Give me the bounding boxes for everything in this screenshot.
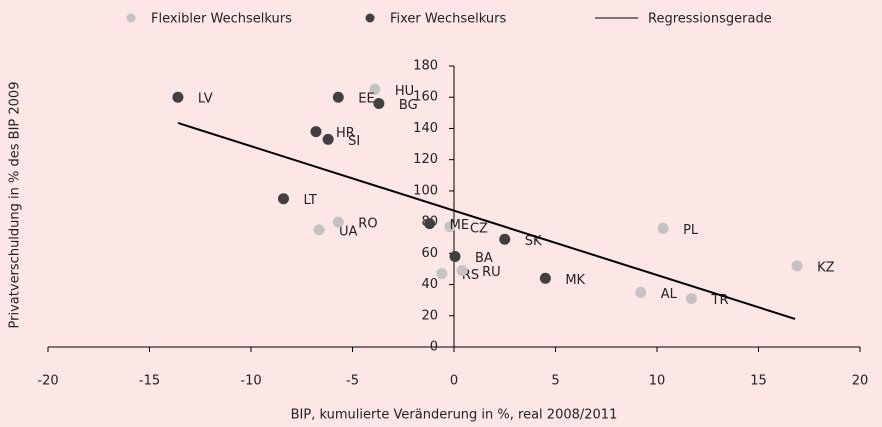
legend-label: Fixer Wechselkurs xyxy=(390,12,506,27)
legend-label: Regressionsgerade xyxy=(648,12,772,27)
point xyxy=(310,126,322,138)
legend-marker xyxy=(365,13,375,23)
point-label: BG xyxy=(399,98,418,113)
point xyxy=(456,265,468,277)
point-label: LV xyxy=(198,92,213,107)
x-tick-label: 0 xyxy=(450,374,458,389)
x-tick-label: -15 xyxy=(139,374,160,389)
point-label: UA xyxy=(339,224,358,239)
x-tick-label: 10 xyxy=(649,374,666,389)
x-tick-label: -10 xyxy=(240,374,261,389)
point-label: LT xyxy=(303,193,316,208)
y-tick-label: 140 xyxy=(413,121,438,136)
regression-line xyxy=(177,122,796,320)
point-label: PL xyxy=(683,223,699,238)
point xyxy=(791,260,803,272)
point xyxy=(172,91,184,103)
point-label: BA xyxy=(475,251,493,266)
x-tick-label: -5 xyxy=(346,374,359,389)
point-label: SI xyxy=(348,134,360,149)
x-tick-label: 20 xyxy=(852,374,869,389)
point xyxy=(499,233,511,245)
point-label: HU xyxy=(395,84,414,99)
y-tick-label: 180 xyxy=(413,59,438,74)
point-label: AL xyxy=(661,287,678,302)
y-tick-label: 0 xyxy=(430,340,438,355)
x-tick-label: -20 xyxy=(37,374,58,389)
legend-label: Flexibler Wechselkurs xyxy=(151,12,292,27)
x-axis-title: BIP, kumulierte Veränderung in %, real 2… xyxy=(291,408,618,423)
point xyxy=(657,222,669,234)
point xyxy=(444,221,456,233)
point xyxy=(322,133,334,145)
point-label: MK xyxy=(565,273,585,288)
point xyxy=(424,218,436,230)
y-tick-label: 20 xyxy=(421,308,438,323)
y-tick-label: 160 xyxy=(413,90,438,105)
point xyxy=(369,83,381,95)
point xyxy=(449,250,461,262)
y-tick-label: 120 xyxy=(413,152,438,167)
x-tick-label: 15 xyxy=(750,374,767,389)
point-label: RO xyxy=(358,217,377,232)
y-axis-title: Privatverschuldung in % des BIP 2009 xyxy=(8,82,23,329)
y-tick-label: 60 xyxy=(421,246,438,261)
point xyxy=(373,97,385,109)
point xyxy=(332,91,344,103)
point-label: RU xyxy=(482,265,501,280)
point xyxy=(539,272,551,284)
y-tick-label: 100 xyxy=(413,183,438,198)
point xyxy=(686,293,698,305)
point xyxy=(277,193,289,205)
y-tick-label: 40 xyxy=(421,277,438,292)
point-label: ME xyxy=(450,218,469,233)
point xyxy=(635,286,647,298)
point-label: HR xyxy=(336,126,355,141)
point-label: CZ xyxy=(470,221,488,236)
x-tick-label: 5 xyxy=(551,374,559,389)
point xyxy=(436,268,448,280)
point xyxy=(332,216,344,228)
legend-marker xyxy=(126,13,136,23)
point-label: KZ xyxy=(817,260,835,275)
point-label: EE xyxy=(358,92,374,107)
point xyxy=(313,224,325,236)
